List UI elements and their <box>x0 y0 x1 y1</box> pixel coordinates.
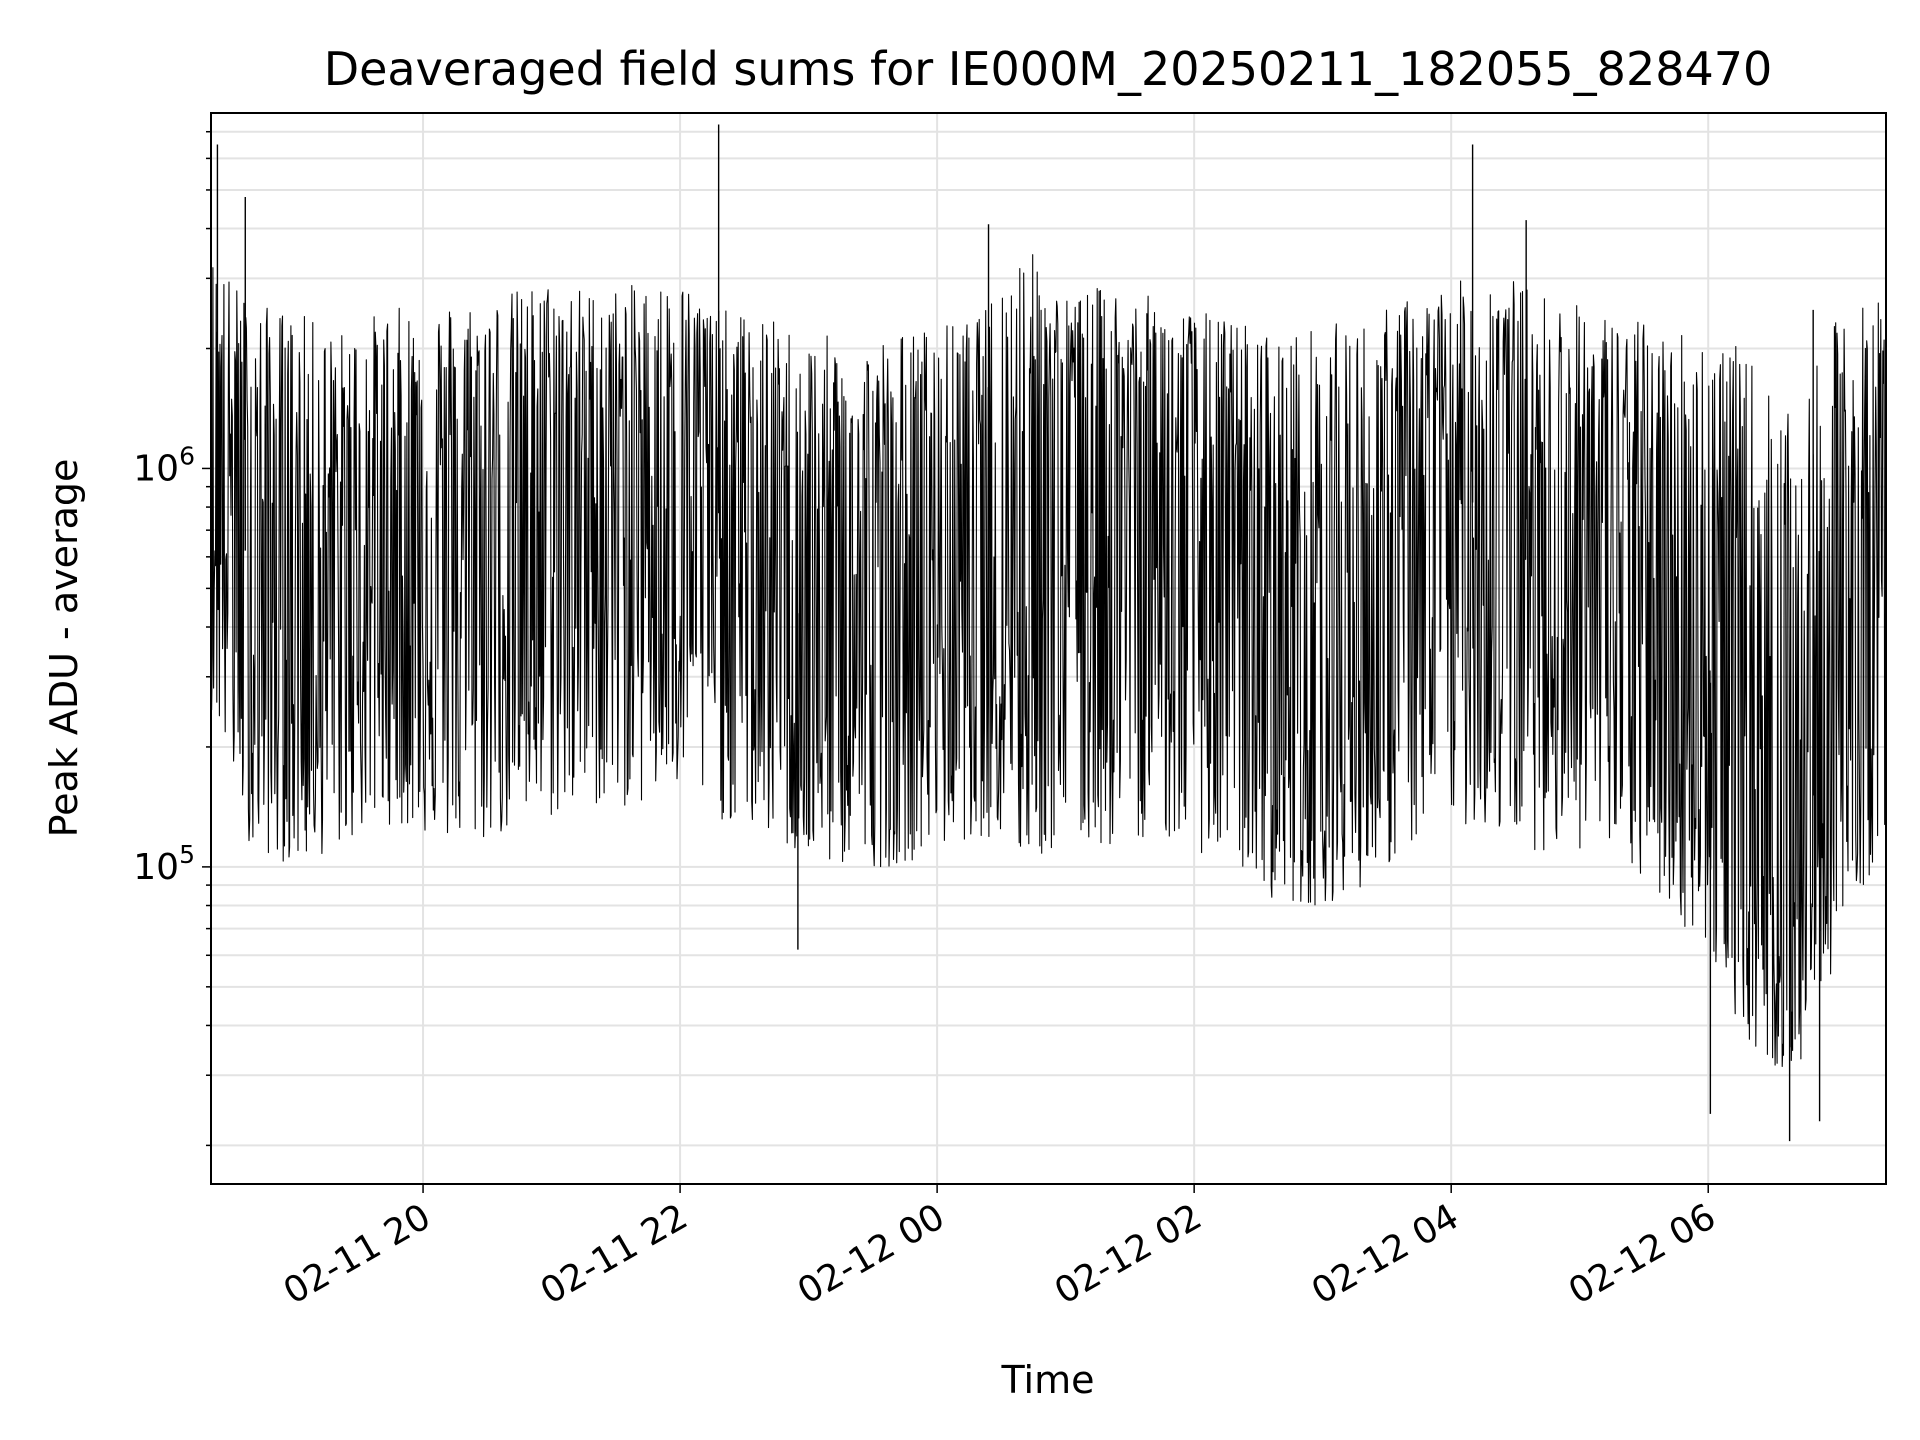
series-layer <box>210 124 1887 1142</box>
y-axis: 105 106 <box>133 130 211 1147</box>
chart-title: Deaveraged field sums for IE000M_2025021… <box>324 42 1773 96</box>
y-tick-label: 105 <box>133 840 195 888</box>
x-axis-label: Time <box>1001 1358 1095 1402</box>
plot-frame <box>210 112 1887 1185</box>
y-axis-label: Peak ADU - average <box>42 459 86 838</box>
plot-area <box>210 112 1887 1185</box>
y-tick-label: 106 <box>133 441 195 489</box>
series-line <box>210 254 1887 1068</box>
